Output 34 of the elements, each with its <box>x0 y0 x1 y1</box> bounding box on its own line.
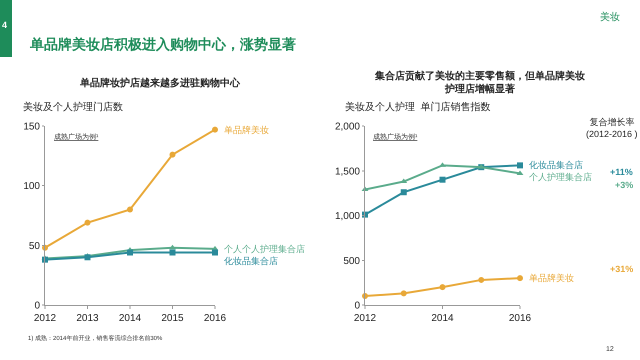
text: 复合增长率 (2012-2016 ) <box>586 116 638 139</box>
y-tick-label: 150 <box>23 122 40 132</box>
text: +11% <box>610 167 633 177</box>
y-tick-label: 50 <box>28 240 40 252</box>
series-label: 个人个人护理集合店 <box>224 244 305 254</box>
x-tick-label: 2012 <box>34 313 57 324</box>
y-tick-label: 100 <box>23 181 40 192</box>
y-tick-label: 0 <box>34 300 40 312</box>
series-label: 个人护理集合店 <box>529 172 592 182</box>
chart-title: 集合店贡献了美妆的主要零售额，但单品牌美妆护理店增幅显著 <box>374 70 585 96</box>
series-label: 化妆品集合店 <box>224 256 278 266</box>
y-tick-label: 1,000 <box>334 211 360 222</box>
text: 单品牌美妆店积极进入购物中心，涨势显著 <box>30 36 296 54</box>
x-tick-label: 2014 <box>431 313 454 324</box>
x-tick-label: 2015 <box>161 313 184 324</box>
series-label: 化妆品集合店 <box>529 160 583 170</box>
x-tick-label: 2012 <box>354 313 377 324</box>
y-tick-label: 1,500 <box>334 166 360 178</box>
x-tick-label: 2013 <box>76 313 100 324</box>
chart-title: 单品牌妆护店越来越多进驻购物中心 <box>79 77 241 90</box>
series-label: 单品牌美妆 <box>224 125 269 135</box>
x-tick-label: 2016 <box>204 313 227 324</box>
text: 美妆 <box>600 10 620 24</box>
x-tick-label: 2016 <box>508 313 532 324</box>
text: +31% <box>610 264 634 274</box>
y-tick-label: 2,000 <box>334 122 360 132</box>
x-tick-label: 2014 <box>118 313 142 324</box>
y-tick-label: 0 <box>354 300 360 312</box>
y-axis-title: 美妆及个人护理 单门店销售指数 <box>345 101 491 113</box>
y-axis-title: 美妆及个人护理门店数 <box>23 101 123 113</box>
series-label: 单品牌美妆 <box>529 273 574 283</box>
y-tick-label: 500 <box>343 256 360 267</box>
text: +3% <box>615 180 634 190</box>
text: 4 <box>2 20 8 30</box>
